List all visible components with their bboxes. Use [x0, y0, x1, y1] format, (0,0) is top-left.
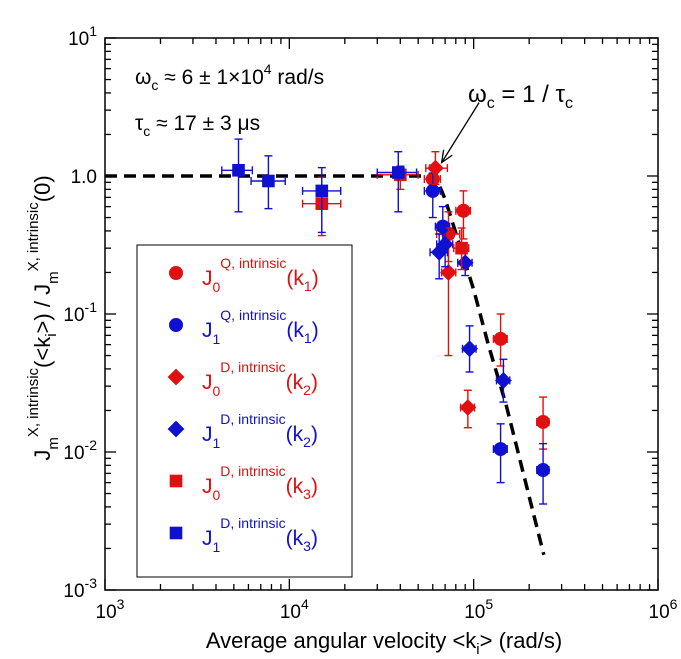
data-point	[430, 243, 448, 261]
data-point	[493, 331, 508, 346]
y-tick-label: 1.0	[71, 167, 97, 188]
data-point	[536, 414, 551, 429]
legend-entry: J1D, intrinsic(k3)	[169, 515, 318, 555]
data-point	[315, 184, 329, 198]
annotation-tau-c: τc ≈ 17 ± 3 μs	[135, 112, 260, 139]
x-tick-label: 104	[280, 596, 309, 623]
data-point	[461, 340, 478, 358]
y-tick-label: 10-3	[63, 575, 97, 602]
legend-label: J0D, intrinsic(k3)	[202, 463, 318, 503]
annotation-arrow	[440, 102, 480, 165]
arrow-shaft	[441, 102, 480, 163]
series-2	[425, 150, 477, 429]
legend-label: J0Q, intrinsic(k1)	[202, 255, 319, 295]
data-point	[493, 442, 508, 457]
annotation-omega-c: ωc ≈ 6 ± 1×104 rad/s	[135, 61, 324, 93]
data-point	[391, 166, 405, 179]
legend-entry: J1D, intrinsic(k2)	[167, 411, 318, 451]
legend-label: J1Q, intrinsic(k1)	[202, 307, 319, 347]
data-point	[495, 372, 512, 389]
legend-label: J1D, intrinsic(k2)	[202, 411, 318, 451]
legend-marker	[167, 368, 185, 386]
data-point	[440, 264, 457, 281]
data-point	[426, 159, 444, 177]
legend-label: J1D, intrinsic(k3)	[202, 515, 318, 555]
data-point	[536, 463, 551, 478]
axis-ticks	[104, 37, 659, 591]
data-marks	[221, 138, 551, 505]
data-point	[232, 163, 245, 177]
legend-marker	[169, 526, 183, 540]
legend-marker	[169, 266, 183, 280]
x-tick-label: 103	[96, 596, 125, 623]
x-tick-label: 105	[464, 596, 493, 623]
data-point	[459, 399, 477, 416]
legend: J0Q, intrinsic(k1) J1Q, intrinsic(k1) J0D,…	[167, 255, 319, 555]
data-point	[456, 203, 471, 218]
legend-entry: J1Q, intrinsic(k1)	[169, 307, 319, 347]
x-tick-label: 106	[649, 596, 678, 623]
legend-label: J0D, intrinsic(k2)	[202, 359, 318, 399]
y-tick-label: 10-1	[63, 299, 97, 326]
legend-marker	[169, 318, 183, 332]
y-tick-label: 101	[68, 23, 97, 50]
legend-entry: J0D, intrinsic(k2)	[167, 359, 318, 399]
legend-entry: J0D, intrinsic(k3)	[169, 463, 318, 503]
data-point	[455, 241, 468, 255]
x-axis-title: Average angular velocity <ki> (rad/s)	[206, 628, 562, 658]
series-5	[221, 138, 418, 234]
annotation-relation: ωc = 1 / τc	[468, 81, 573, 112]
data-point	[456, 254, 474, 272]
data-point	[436, 235, 454, 253]
y-axis-title: JmX, intrinsic(<ki>) / JmX, intrinsic(0)	[25, 175, 62, 460]
legend-marker	[169, 474, 183, 488]
y-tick-label: 10-2	[63, 437, 97, 464]
data-point	[425, 183, 440, 198]
legend-box	[136, 244, 353, 578]
tick-labels: 103 104 105 106 10-3 10-2 10-1 1.0 101	[63, 23, 677, 623]
arrow-head	[440, 149, 453, 165]
legend-entry: J0Q, intrinsic(k1)	[169, 255, 319, 295]
legend-marker	[167, 420, 185, 438]
data-point	[262, 174, 275, 188]
